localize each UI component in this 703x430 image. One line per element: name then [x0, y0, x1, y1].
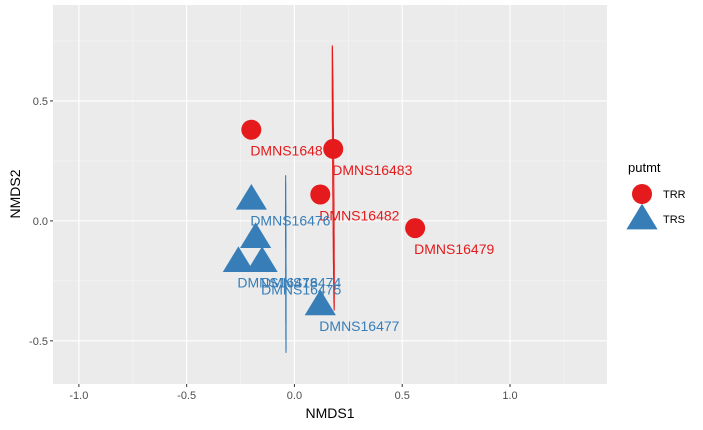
point-label: DMNS16478 [237, 275, 317, 291]
x-tick-label: 1.0 [502, 390, 517, 402]
point-label: DMNS16475 [261, 282, 341, 298]
legend-key-trr [632, 184, 652, 204]
trr-point [405, 218, 426, 239]
y-tick-label: -0.5 [29, 336, 48, 348]
legend-entries: TRR TRS [626, 184, 686, 230]
legend-label-trr: TRR [663, 189, 686, 201]
grid-major [53, 5, 607, 384]
trs-point [240, 222, 272, 249]
point-labels: DMNS1648 DMNS16483 DMNS16482 DMNS16479 DMNS1… [237, 143, 494, 334]
y-axis-ticks: -0.5 0.0 0.5 [29, 96, 53, 348]
y-axis-title: NMDS2 [7, 169, 23, 218]
point-label: DMNS16483 [332, 162, 412, 178]
trs-point [304, 289, 336, 316]
trr-point [310, 184, 331, 205]
trs-point [246, 246, 278, 273]
x-tick-label: 0.5 [395, 390, 410, 402]
x-tick-label: 0.0 [287, 390, 302, 402]
legend-key-trs [626, 203, 658, 230]
x-tick-label: -1.0 [69, 390, 88, 402]
trs-point [235, 183, 267, 210]
point-label: DMNS16479 [414, 241, 494, 257]
x-axis-ticks: -1.0 -0.5 0.0 0.5 1.0 [69, 384, 518, 402]
legend-label-trs: TRS [663, 214, 685, 226]
point-label: DMNS16477 [319, 318, 399, 334]
legend: putmt TRR TRS [626, 160, 686, 230]
y-tick-label: 0.0 [33, 216, 48, 228]
trr-ellipse [331, 45, 335, 311]
x-axis-title: NMDS1 [305, 405, 354, 421]
grid-minor [53, 5, 607, 384]
x-tick-label: -0.5 [177, 390, 196, 402]
legend-title: putmt [628, 160, 661, 175]
point-label: DMNS16474 [261, 275, 341, 291]
trs-point [222, 246, 254, 273]
point-label: DMNS1648 [250, 143, 323, 159]
point-label: DMNS16482 [319, 208, 399, 224]
trs-ellipse [285, 175, 287, 353]
data-points [222, 119, 426, 316]
confidence-ellipses [285, 45, 335, 353]
point-label: DMNS16476 [250, 212, 330, 228]
y-tick-label: 0.5 [33, 96, 48, 108]
trr-point [323, 138, 344, 159]
trr-point [241, 119, 262, 140]
